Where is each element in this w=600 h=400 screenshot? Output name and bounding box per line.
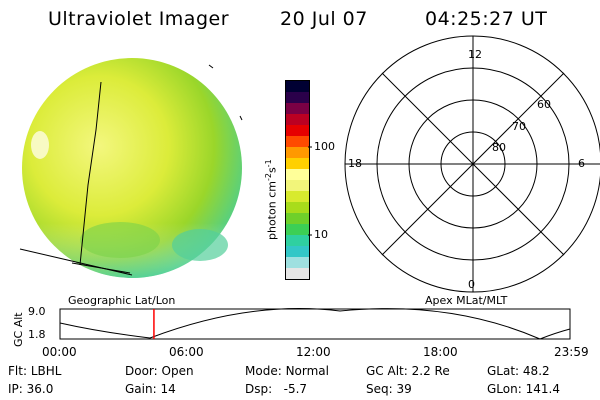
mlt-label-0: 0: [468, 278, 475, 291]
colorbar-swatch: [286, 81, 309, 92]
colorbar-swatch: [286, 191, 309, 202]
colorbar-swatch: [286, 114, 309, 125]
colorbar-ticks: [308, 146, 312, 236]
alt-xtick-0600: 06:00: [169, 345, 204, 359]
lat-label-80: 80: [492, 141, 506, 154]
geographic-label: Geographic Lat/Lon: [68, 294, 176, 307]
date-label: 20 Jul 07: [280, 8, 368, 30]
alt-xtick-1800: 18:00: [423, 345, 458, 359]
info-ip: IP: 36.0: [8, 382, 54, 396]
instrument-title: Ultraviolet Imager: [48, 8, 230, 30]
geo-lon-line: [79, 81, 102, 266]
colorbar-swatch: [286, 125, 309, 136]
colorbar-swatch: [286, 213, 309, 224]
alt-ytick-1-8: 1.8: [28, 328, 46, 341]
alt-ytick-9: 9.0: [28, 305, 46, 318]
mlt-label-18: 18: [348, 157, 362, 170]
colorbar-swatch: [286, 224, 309, 235]
alt-xtick-2359: 23:59: [554, 345, 589, 359]
info-dsp: Dsp: -5.7: [245, 382, 308, 396]
info-flt: Flt: LBHL: [8, 364, 62, 378]
info-door: Door: Open: [125, 364, 194, 378]
colorbar-swatch: [286, 180, 309, 191]
mlt-label-12: 12: [468, 48, 482, 61]
alt-xtick-0000: 00:00: [42, 345, 77, 359]
apex-label: Apex MLat/MLT: [425, 294, 508, 307]
lat-label-60: 60: [537, 98, 551, 111]
colorbar-swatch: [286, 202, 309, 213]
colorbar-swatch: [286, 147, 309, 158]
colorbar-swatch: [286, 235, 309, 246]
info-mode: Mode: Normal: [245, 364, 329, 378]
info-seq: Seq: 39: [366, 382, 412, 396]
colorbar-swatch: [286, 136, 309, 147]
colorbar-swatch: [286, 158, 309, 169]
geo-lat-line: [19, 248, 133, 276]
mlt-label-6: 6: [578, 157, 585, 170]
colorbar-tick-100: 100: [314, 140, 335, 153]
colorbar-swatch: [286, 169, 309, 180]
colorbar-swatch: [286, 103, 309, 114]
info-glon: GLon: 141.4: [487, 382, 560, 396]
info-gain: Gain: 14: [125, 382, 176, 396]
alt-xtick-1200: 12:00: [296, 345, 331, 359]
colorbar-swatch: [286, 268, 309, 279]
info-gc-alt: GC Alt: 2.2 Re: [366, 364, 450, 378]
geo-lat-line: [71, 262, 131, 274]
lat-label-70: 70: [512, 120, 526, 133]
colorbar: [285, 80, 310, 280]
colorbar-swatch: [286, 246, 309, 257]
colorbar-swatch: [286, 257, 309, 268]
colorbar-tick-10: 10: [314, 228, 328, 241]
colorbar-swatch: [286, 92, 309, 103]
time-label: 04:25:27 UT: [425, 8, 548, 30]
info-glat: GLat: 48.2: [487, 364, 550, 378]
